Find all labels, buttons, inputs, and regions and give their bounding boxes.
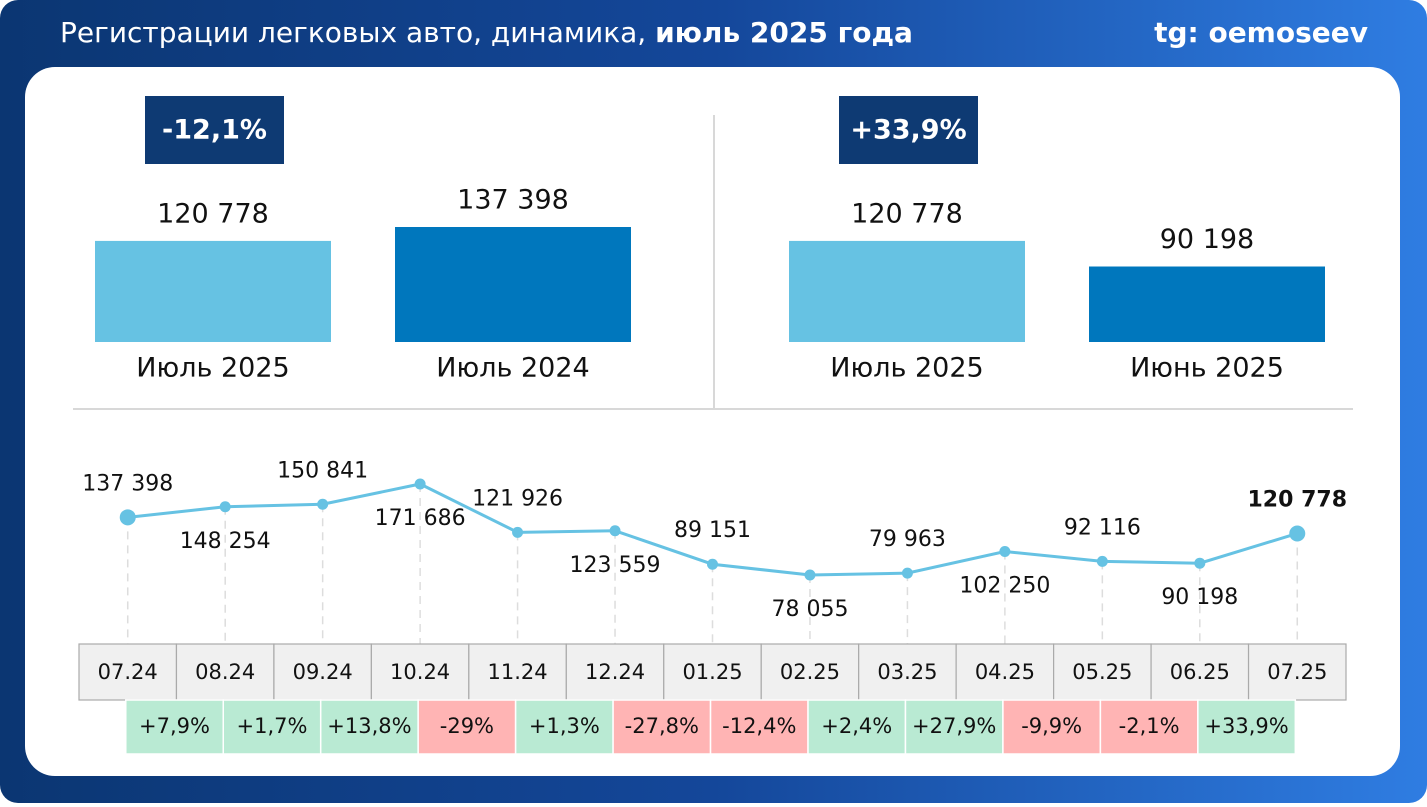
point (1096, 555, 1108, 567)
change-label: +1,3% (529, 714, 600, 738)
change-cell (222, 699, 322, 755)
value-label: 121 926 (472, 486, 563, 511)
date-label: 09.24 (293, 660, 353, 684)
date-label: 10.24 (390, 660, 450, 684)
card (25, 67, 1400, 776)
date-label: 07.24 (98, 660, 158, 684)
value-label: 79 963 (869, 527, 946, 552)
category-label: Июль 2025 (136, 353, 289, 384)
bar (789, 240, 1025, 342)
date-label: 01.25 (682, 660, 742, 684)
change-label: +7,9% (139, 714, 210, 738)
change-cell (1002, 699, 1102, 755)
change-label: -27,8% (625, 714, 699, 738)
date-cell (370, 643, 470, 701)
title: Регистрации легковых авто, динамика, июл… (60, 16, 913, 49)
point (901, 567, 913, 579)
value-label: 120 778 (157, 198, 269, 229)
value-label: 89 151 (674, 518, 751, 543)
date-cell (1247, 643, 1347, 701)
plot: -12,1% 120 778 Июль 2025 137 398 Июль 2024 +3… (78, 96, 1348, 755)
change-label: +13,8% (327, 714, 411, 738)
value-label: 120 778 (851, 198, 963, 229)
date-label: 04.25 (975, 660, 1035, 684)
date-cell (273, 643, 372, 701)
value-label: 148 254 (180, 529, 271, 554)
date-cell (858, 643, 957, 701)
date-cell (175, 643, 275, 701)
date-label: 08.24 (195, 660, 255, 684)
value-label: 123 559 (570, 553, 661, 578)
point (414, 478, 426, 490)
change-cell (807, 699, 907, 755)
category-label: Июнь 2025 (1130, 353, 1284, 384)
change-cell (709, 699, 809, 755)
point (1289, 525, 1306, 542)
value-label: 137 398 (82, 471, 173, 496)
change-label: +2,4% (821, 714, 892, 738)
date-label: 12.24 (585, 660, 645, 684)
date-cell (1053, 643, 1152, 701)
point (707, 558, 718, 570)
date-cell (760, 643, 860, 701)
change-label: -9,9% (1021, 714, 1082, 738)
value-label: 78 055 (771, 597, 848, 622)
value-label: 90 198 (1161, 585, 1238, 610)
date-label: 06.25 (1170, 660, 1230, 684)
badge-label: -12,1% (162, 115, 267, 146)
point (804, 569, 816, 581)
bar (1089, 266, 1325, 342)
value-label: 150 841 (277, 458, 368, 483)
change-label: -29% (440, 714, 494, 738)
point (999, 545, 1011, 557)
point (219, 501, 231, 513)
date-cell (1150, 643, 1250, 701)
date-cell (565, 643, 665, 701)
change-cell (514, 699, 614, 755)
date-cell (468, 643, 567, 701)
change-cell (904, 699, 1004, 755)
value-label: 120 778 (1248, 487, 1348, 512)
date-label: 02.25 (780, 660, 840, 684)
title-text: Регистрации легковых авто, динамика, (60, 16, 655, 49)
value-label: 137 398 (457, 185, 569, 216)
date-label: 07.25 (1267, 660, 1327, 684)
date-label: 05.25 (1072, 660, 1132, 684)
point (609, 525, 621, 537)
point (317, 498, 329, 510)
change-label: +27,9% (912, 714, 996, 738)
point (1194, 557, 1206, 569)
title-bold: июль 2025 года (655, 16, 913, 49)
badge (145, 96, 284, 164)
point (119, 509, 136, 526)
value-label: 171 686 (375, 506, 466, 531)
point (512, 526, 524, 538)
change-label: +1,7% (236, 714, 307, 738)
date-label: 11.24 (488, 660, 548, 684)
change-cell (125, 699, 224, 755)
badge-label: +33,9% (850, 115, 966, 146)
change-cell (417, 699, 517, 755)
date-cell (955, 643, 1055, 701)
value-label: 90 198 (1160, 224, 1254, 255)
change-label: -2,1% (1119, 714, 1180, 738)
bar (395, 227, 631, 342)
change-label: +33,9% (1204, 714, 1288, 738)
date-label: 03.25 (877, 660, 937, 684)
category-label: Июль 2024 (436, 353, 589, 384)
value-label: 102 250 (959, 573, 1050, 598)
badge (839, 96, 978, 164)
change-label: -12,4% (722, 714, 796, 738)
bar (95, 240, 331, 342)
source: tg: oemoseev (1154, 16, 1368, 49)
change-cell (1099, 699, 1199, 755)
category-label: Июль 2025 (830, 353, 983, 384)
change-cell (1197, 699, 1297, 755)
value-label: 92 116 (1064, 515, 1141, 540)
